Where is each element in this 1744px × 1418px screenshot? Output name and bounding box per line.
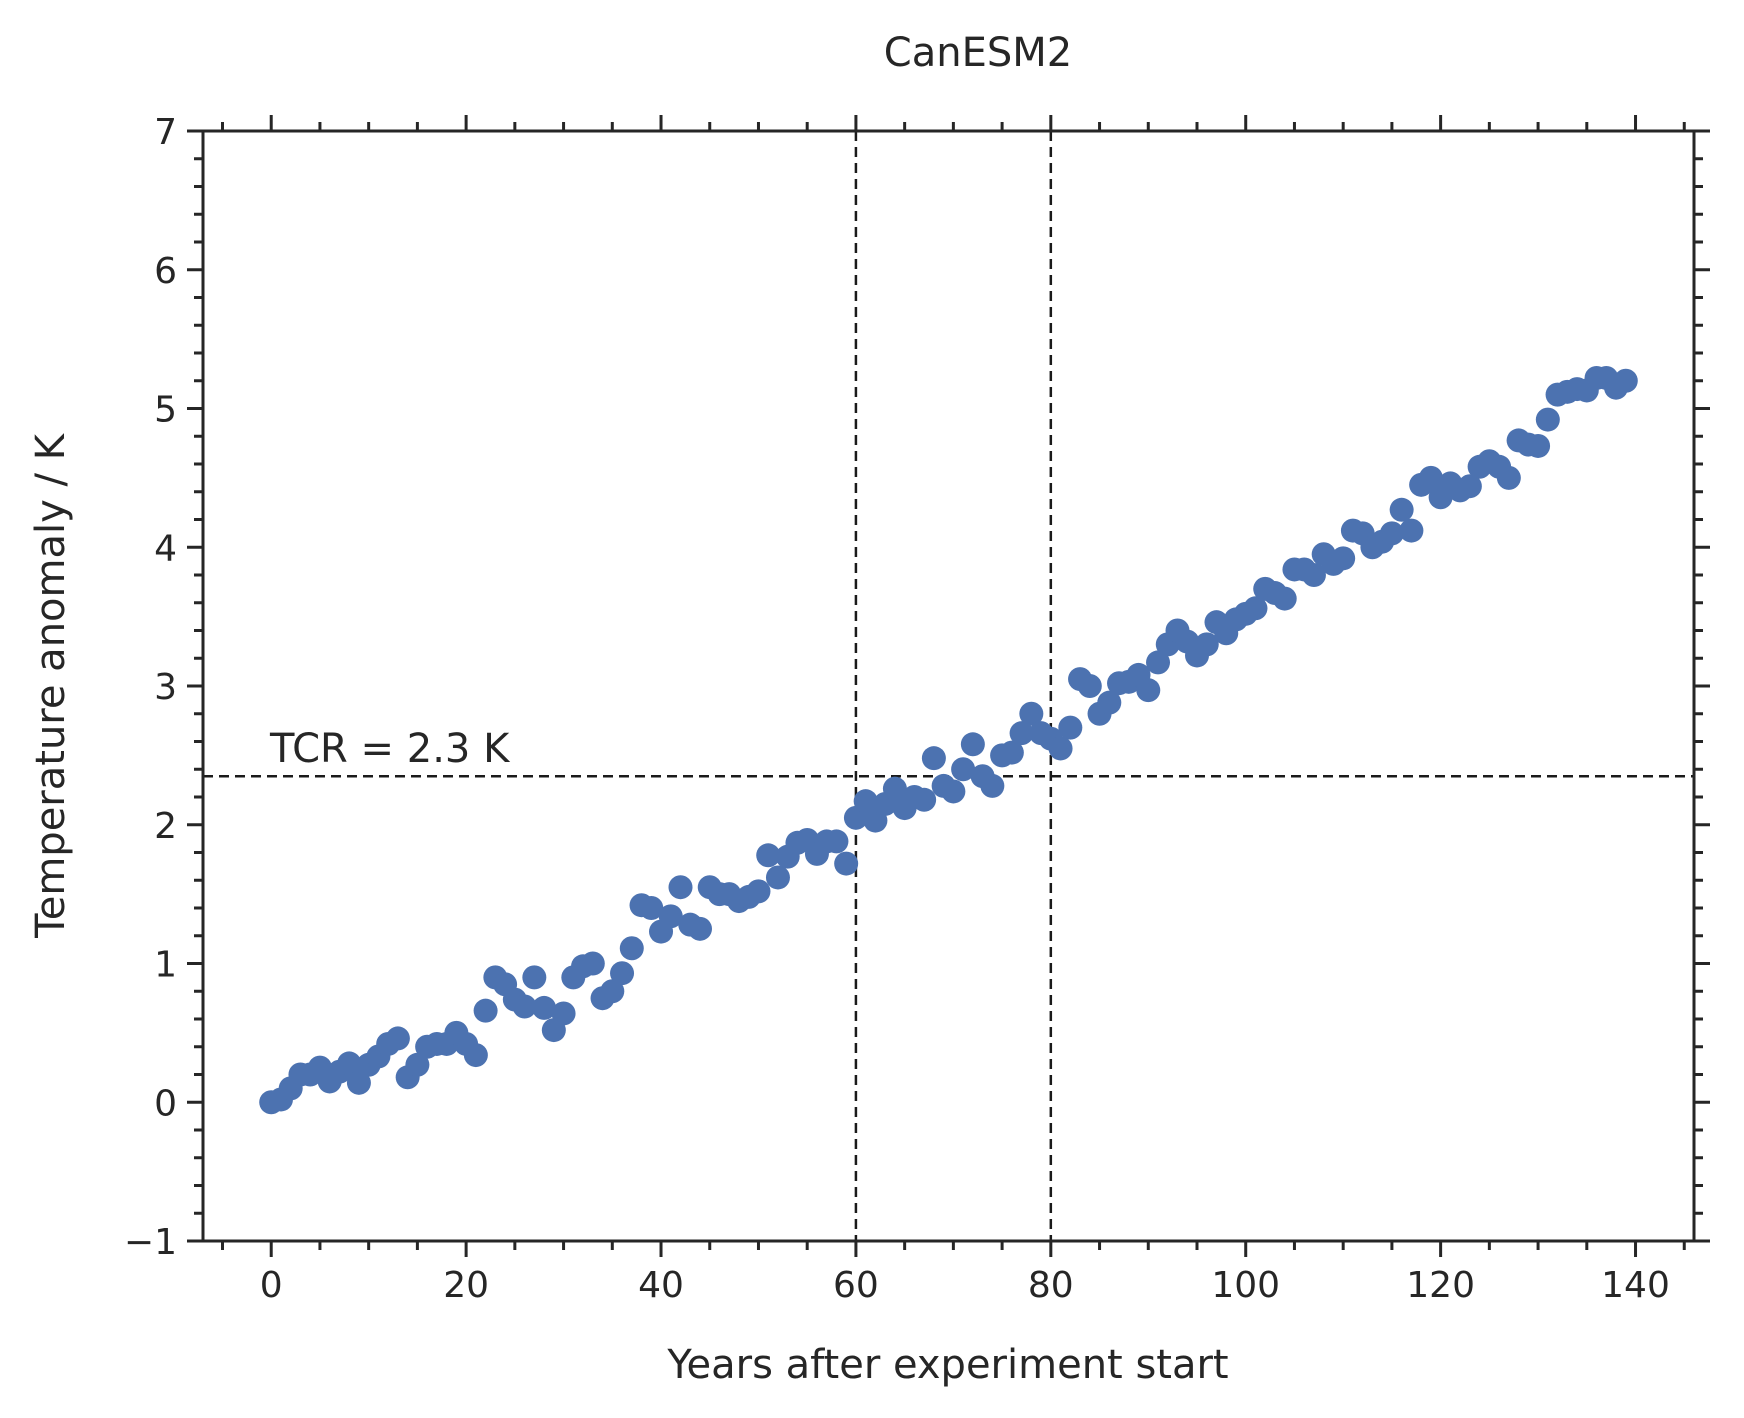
data-point bbox=[1535, 407, 1560, 432]
data-point bbox=[1009, 721, 1034, 746]
data-point bbox=[1418, 465, 1443, 490]
data-point bbox=[512, 994, 537, 1019]
data-point bbox=[941, 779, 966, 804]
y-tick-label: 7 bbox=[154, 112, 177, 153]
data-point bbox=[834, 851, 859, 876]
plot-frame bbox=[201, 129, 1696, 1243]
data-point bbox=[658, 904, 683, 929]
data-point bbox=[1019, 701, 1044, 726]
data-point bbox=[337, 1051, 362, 1076]
data-point bbox=[688, 916, 712, 941]
data-point bbox=[1379, 521, 1404, 546]
y-tick-label: −1 bbox=[124, 1222, 177, 1263]
data-point bbox=[1331, 546, 1356, 571]
data-point bbox=[960, 732, 985, 757]
data-point bbox=[346, 1070, 371, 1095]
data-point bbox=[1097, 690, 1122, 715]
data-point bbox=[551, 1001, 576, 1026]
data-point bbox=[999, 740, 1024, 765]
data-point bbox=[1457, 474, 1482, 499]
data-point bbox=[765, 865, 790, 890]
x-tick-label: 20 bbox=[443, 1265, 489, 1306]
y-tick-label: 6 bbox=[154, 251, 177, 292]
data-point bbox=[1194, 632, 1219, 657]
y-tick-label: 0 bbox=[154, 1083, 177, 1124]
data-point bbox=[385, 1026, 410, 1051]
data-point bbox=[522, 965, 547, 990]
data-point bbox=[853, 789, 878, 814]
data-point bbox=[639, 896, 664, 920]
data-point bbox=[1058, 715, 1083, 740]
data-point bbox=[1301, 563, 1326, 587]
data-point bbox=[1389, 497, 1414, 522]
data-point bbox=[1399, 518, 1424, 543]
y-tick-label: 5 bbox=[154, 390, 177, 431]
data-point bbox=[1496, 465, 1521, 490]
x-tick-labels: 0 20 40 60 80 100 120 140 bbox=[260, 1265, 1670, 1306]
x-tick-label: 100 bbox=[1211, 1265, 1280, 1306]
data-point bbox=[473, 998, 498, 1023]
data-point bbox=[824, 829, 849, 854]
data-point bbox=[921, 746, 946, 771]
data-point bbox=[1077, 674, 1102, 698]
x-tick-label: 40 bbox=[638, 1265, 684, 1306]
data-point bbox=[980, 773, 1005, 798]
data-point bbox=[619, 936, 644, 961]
data-point bbox=[1243, 596, 1268, 621]
data-point bbox=[405, 1052, 430, 1077]
x-tick-label: 80 bbox=[1028, 1265, 1074, 1306]
data-point bbox=[1613, 368, 1638, 393]
data-point bbox=[610, 961, 635, 986]
data-point bbox=[1526, 433, 1551, 458]
y-tick-label: 4 bbox=[154, 528, 177, 569]
x-tick-label: 140 bbox=[1601, 1265, 1670, 1306]
y-tick-label: 2 bbox=[154, 806, 177, 847]
x-tick-label: 60 bbox=[833, 1265, 879, 1306]
x-tick-label: 120 bbox=[1406, 1265, 1475, 1306]
y-tick-label: 1 bbox=[154, 945, 177, 986]
data-point bbox=[532, 995, 557, 1020]
y-axis-label: Temperature anomaly / K bbox=[28, 432, 74, 939]
data-point bbox=[463, 1043, 488, 1068]
y-tick-labels: −1 0 1 2 3 4 5 6 7 bbox=[124, 112, 177, 1263]
data-point bbox=[1146, 650, 1171, 675]
data-point bbox=[1048, 736, 1073, 761]
data-point bbox=[951, 757, 976, 782]
tcr-annotation: TCR = 2.3 K bbox=[269, 726, 511, 772]
chart-title: CanESM2 bbox=[884, 30, 1072, 76]
data-point bbox=[746, 879, 771, 904]
data-point bbox=[1272, 586, 1297, 611]
reference-lines bbox=[203, 131, 1694, 1241]
data-point bbox=[882, 776, 907, 801]
y-tick-label: 3 bbox=[154, 667, 177, 708]
data-point bbox=[1136, 678, 1161, 703]
x-tick-label: 0 bbox=[260, 1265, 283, 1306]
axis-ticks bbox=[187, 115, 1710, 1257]
data-point bbox=[580, 951, 605, 976]
x-axis-label: Years after experiment start bbox=[666, 1342, 1228, 1388]
data-point bbox=[912, 787, 937, 812]
data-point bbox=[756, 843, 781, 868]
data-point bbox=[600, 979, 625, 1004]
data-points bbox=[259, 365, 1638, 1115]
data-point bbox=[668, 875, 693, 900]
